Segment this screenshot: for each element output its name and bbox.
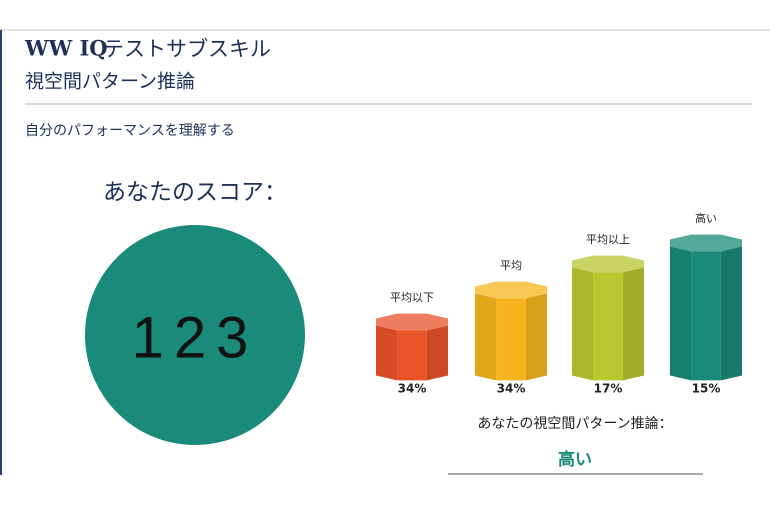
bar-percent: 34% (398, 382, 427, 396)
bar-percent: 15% (692, 382, 721, 396)
bar-shade (474, 293, 497, 381)
bar-face (622, 267, 645, 381)
bar-shade (622, 267, 645, 381)
bar-shade (496, 298, 526, 380)
bar-face (571, 267, 594, 381)
bar-label: 平均 (500, 259, 522, 272)
bar-face (691, 251, 721, 381)
score-circle (85, 225, 305, 445)
result-value: 高い (558, 449, 592, 470)
bar-top (375, 313, 449, 331)
score-label: あなたのスコア： (103, 180, 287, 206)
brand: WW IQ (24, 36, 108, 61)
bar-face (397, 330, 427, 381)
bars: 平均以下 34% 平均 34% 平均以上 17% 高い 15% (375, 211, 743, 396)
title: テストサブスキル (103, 37, 271, 61)
bar-face (669, 246, 692, 381)
bar-shade (593, 272, 623, 380)
bar-top-light (375, 313, 449, 331)
score-value: 123 (132, 305, 259, 370)
bar-face (496, 298, 526, 381)
bar-top-light (474, 281, 548, 299)
bar-top-light (571, 255, 645, 273)
bar-shade (571, 267, 594, 381)
section-heading: 自分のパフォーマンスを理解する (25, 123, 235, 139)
bar-face (426, 325, 449, 381)
bar-label: 高い (695, 211, 717, 225)
bar-top (669, 234, 743, 252)
bar-percent: 17% (594, 382, 623, 396)
bar-face (375, 325, 398, 381)
bar-face (593, 272, 623, 381)
bar-percent: 34% (497, 382, 526, 396)
bar-top-light (669, 234, 743, 252)
subtitle: 視空間パターン推論 (25, 71, 195, 93)
result-label: あなたの視空間パターン推論： (477, 416, 672, 432)
bar-top (474, 281, 548, 299)
bar-face (474, 293, 497, 381)
bar-face (720, 246, 743, 381)
bar-label: 平均以上 (586, 233, 630, 246)
bar-shade (669, 246, 692, 381)
bar-shade (720, 246, 743, 381)
bar-shade (375, 325, 398, 381)
bar-shade (426, 325, 449, 381)
bar-label: 平均以下 (390, 291, 434, 304)
bar-top (571, 255, 645, 273)
bar-face (525, 293, 548, 381)
bar-shade (397, 330, 427, 380)
bar-shade (691, 251, 721, 380)
bar-shade (525, 293, 548, 381)
